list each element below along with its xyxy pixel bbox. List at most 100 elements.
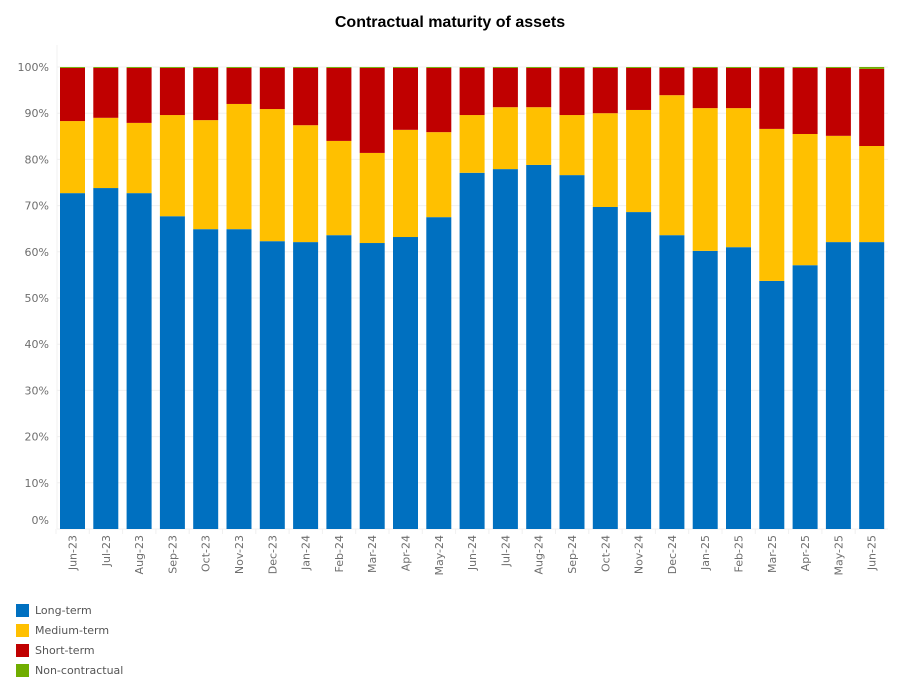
bar-segment-short-term[interactable] (60, 67, 85, 122)
bar-segment-short-term[interactable] (393, 67, 418, 130)
bar-segment-non-contractual[interactable] (559, 67, 585, 68)
bar-segment-medium-term[interactable] (393, 129, 418, 238)
bar-segment-short-term[interactable] (193, 67, 219, 121)
bar-segment-medium-term[interactable] (459, 115, 485, 173)
bar-segment-non-contractual[interactable] (193, 67, 219, 68)
bar-segment-long-term[interactable] (559, 175, 585, 529)
bar-segment-non-contractual[interactable] (692, 67, 718, 68)
bar-segment-long-term[interactable] (159, 216, 185, 529)
bar-segment-long-term[interactable] (759, 280, 785, 529)
bar-segment-short-term[interactable] (459, 67, 485, 116)
bar-segment-medium-term[interactable] (226, 103, 252, 230)
bar-segment-long-term[interactable] (692, 250, 718, 529)
bar-segment-short-term[interactable] (293, 67, 319, 126)
bar-segment-short-term[interactable] (859, 68, 885, 147)
bar-segment-long-term[interactable] (592, 206, 618, 529)
bar-segment-long-term[interactable] (226, 229, 252, 530)
bar-segment-medium-term[interactable] (859, 146, 885, 243)
bar-segment-medium-term[interactable] (293, 125, 319, 243)
bar-segment-non-contractual[interactable] (859, 67, 885, 69)
legend-item[interactable]: Short-term (16, 640, 123, 660)
bar-segment-short-term[interactable] (259, 67, 285, 110)
bar-segment-short-term[interactable] (359, 67, 385, 153)
bar-segment-non-contractual[interactable] (226, 67, 252, 68)
bar-segment-medium-term[interactable] (326, 140, 352, 236)
bar-segment-non-contractual[interactable] (592, 67, 618, 68)
bar-segment-non-contractual[interactable] (659, 67, 685, 68)
bar-segment-medium-term[interactable] (93, 117, 119, 189)
bar-segment-non-contractual[interactable] (825, 67, 851, 68)
bar-segment-medium-term[interactable] (159, 115, 185, 217)
bar-segment-short-term[interactable] (159, 67, 185, 116)
bar-segment-short-term[interactable] (825, 67, 851, 136)
bar-segment-long-term[interactable] (825, 242, 851, 529)
bar-segment-long-term[interactable] (259, 241, 285, 529)
bar-segment-short-term[interactable] (426, 67, 452, 133)
bar-segment-long-term[interactable] (393, 237, 418, 530)
bar-segment-short-term[interactable] (559, 67, 585, 116)
bar-segment-short-term[interactable] (726, 67, 751, 109)
bar-segment-long-term[interactable] (426, 217, 452, 529)
bar-segment-long-term[interactable] (93, 188, 119, 529)
bar-segment-long-term[interactable] (359, 243, 385, 529)
bar-segment-non-contractual[interactable] (293, 67, 319, 68)
bar-segment-short-term[interactable] (792, 67, 818, 134)
bar-segment-long-term[interactable] (293, 242, 319, 529)
bar-segment-medium-term[interactable] (426, 132, 452, 218)
bar-segment-medium-term[interactable] (126, 122, 152, 194)
bar-segment-non-contractual[interactable] (126, 67, 152, 68)
bar-segment-long-term[interactable] (659, 235, 685, 529)
bar-segment-non-contractual[interactable] (726, 67, 751, 68)
bar-segment-long-term[interactable] (726, 247, 751, 529)
bar-segment-non-contractual[interactable] (159, 67, 185, 68)
legend-item[interactable]: Long-term (16, 600, 123, 620)
bar-segment-short-term[interactable] (659, 67, 685, 96)
bar-segment-non-contractual[interactable] (792, 67, 818, 68)
bar-segment-medium-term[interactable] (792, 133, 818, 266)
bar-segment-medium-term[interactable] (592, 113, 618, 207)
bar-segment-non-contractual[interactable] (60, 67, 85, 68)
bar-segment-medium-term[interactable] (60, 121, 85, 194)
bar-segment-short-term[interactable] (592, 67, 618, 114)
bar-segment-short-term[interactable] (226, 67, 252, 104)
bar-segment-medium-term[interactable] (825, 135, 851, 243)
bar-segment-non-contractual[interactable] (359, 67, 385, 68)
bar-segment-short-term[interactable] (526, 67, 552, 108)
bar-segment-medium-term[interactable] (359, 152, 385, 244)
bar-segment-short-term[interactable] (626, 67, 652, 110)
bar-segment-medium-term[interactable] (559, 115, 585, 176)
bar-segment-non-contractual[interactable] (492, 67, 518, 68)
bar-segment-long-term[interactable] (492, 169, 518, 530)
bar-segment-medium-term[interactable] (626, 109, 652, 213)
bar-segment-non-contractual[interactable] (93, 67, 119, 68)
bar-segment-non-contractual[interactable] (326, 67, 352, 68)
bar-segment-long-term[interactable] (193, 229, 219, 530)
legend-item[interactable]: Medium-term (16, 620, 123, 640)
bar-segment-short-term[interactable] (492, 67, 518, 108)
bar-segment-non-contractual[interactable] (426, 67, 452, 68)
bar-segment-non-contractual[interactable] (259, 67, 285, 68)
bar-segment-long-term[interactable] (326, 235, 352, 529)
bar-segment-short-term[interactable] (692, 67, 718, 109)
bar-segment-non-contractual[interactable] (626, 67, 652, 68)
bar-segment-non-contractual[interactable] (526, 67, 552, 68)
bar-segment-medium-term[interactable] (692, 108, 718, 251)
bar-segment-long-term[interactable] (459, 172, 485, 529)
bar-segment-short-term[interactable] (326, 67, 352, 141)
bar-segment-non-contractual[interactable] (459, 67, 485, 68)
bar-segment-long-term[interactable] (792, 265, 818, 529)
bar-segment-medium-term[interactable] (259, 109, 285, 242)
bar-segment-long-term[interactable] (126, 193, 152, 529)
bar-segment-medium-term[interactable] (759, 128, 785, 281)
bar-segment-long-term[interactable] (626, 212, 652, 529)
bar-segment-medium-term[interactable] (526, 107, 552, 165)
bar-segment-short-term[interactable] (759, 67, 785, 129)
bar-segment-medium-term[interactable] (492, 107, 518, 170)
bar-segment-medium-term[interactable] (193, 120, 219, 230)
legend-item[interactable]: Non-contractual (16, 660, 123, 680)
bar-segment-medium-term[interactable] (659, 95, 685, 236)
bar-segment-non-contractual[interactable] (393, 67, 418, 68)
bar-segment-long-term[interactable] (60, 193, 85, 529)
bar-segment-short-term[interactable] (126, 67, 152, 123)
bar-segment-short-term[interactable] (93, 67, 119, 118)
